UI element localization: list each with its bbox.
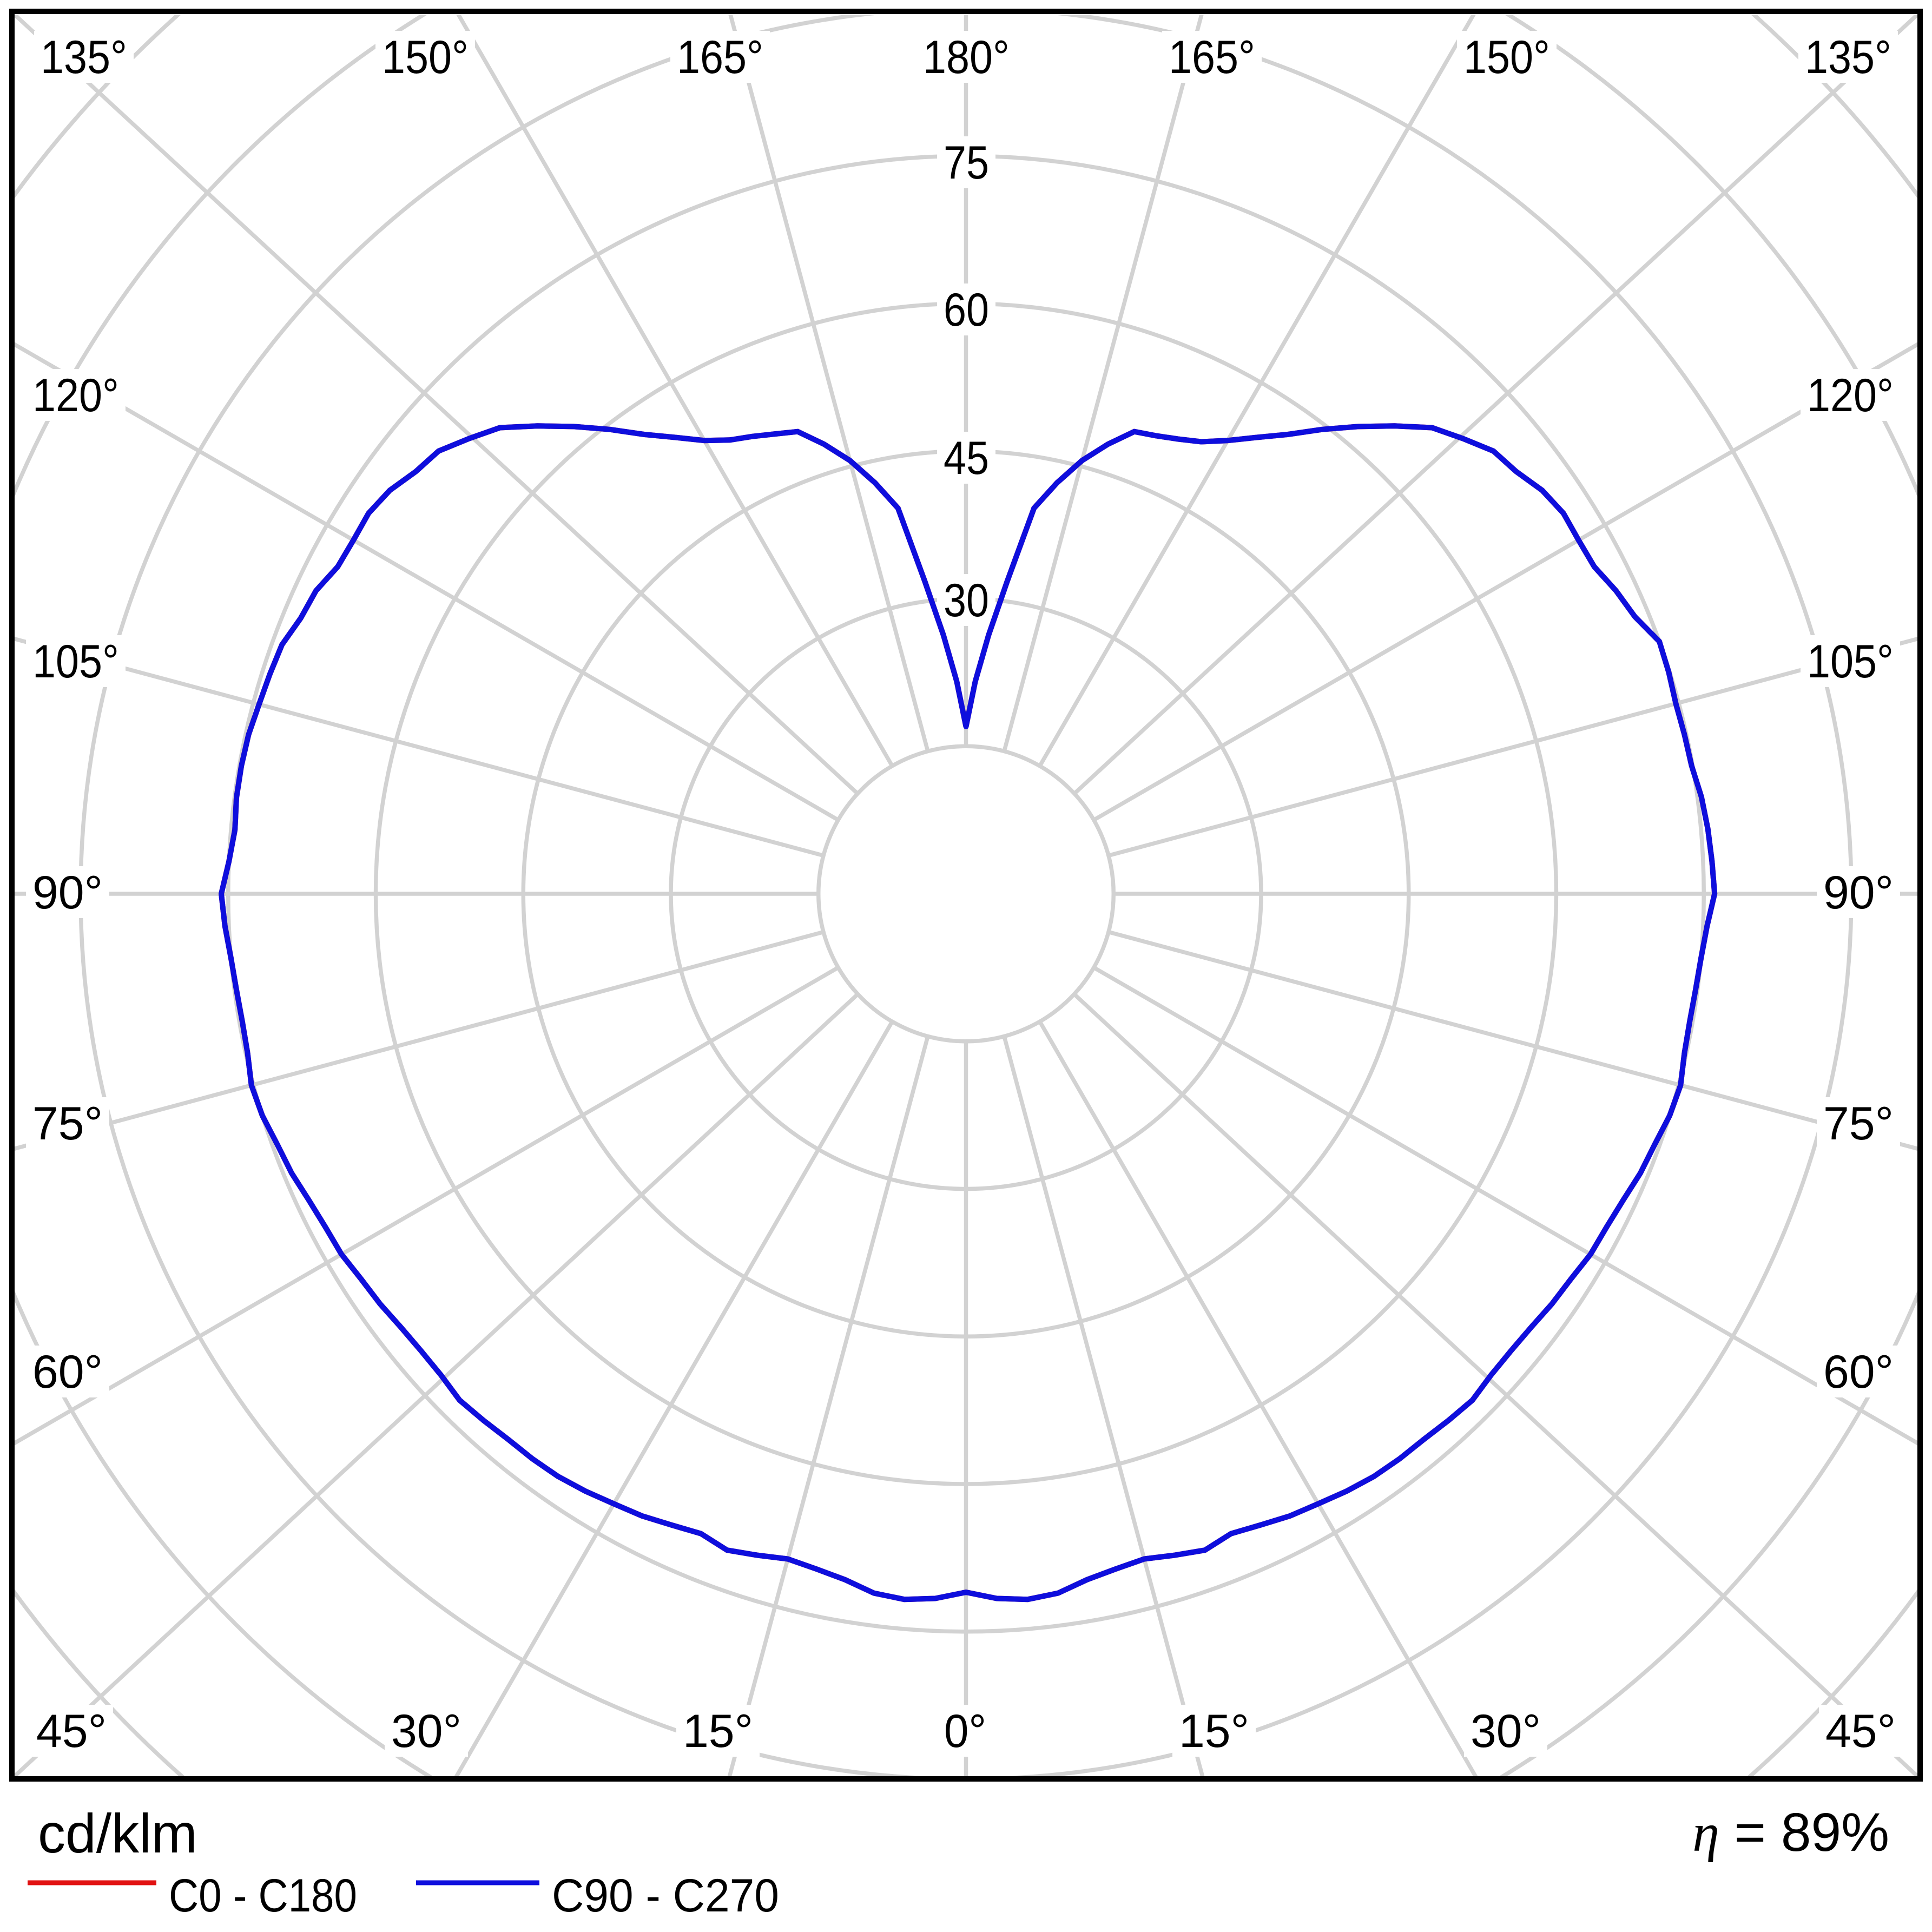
svg-text:90°: 90° <box>32 867 103 919</box>
svg-text:15°: 15° <box>1179 1705 1249 1757</box>
svg-text:105°: 105° <box>1807 636 1894 688</box>
svg-text:90°: 90° <box>1823 867 1894 919</box>
svg-text:C0 - C180: C0 - C180 <box>169 1870 357 1922</box>
svg-text:150°: 150° <box>382 31 469 83</box>
svg-text:60: 60 <box>944 284 989 336</box>
svg-text:165°: 165° <box>677 31 763 83</box>
svg-text:60°: 60° <box>1823 1346 1894 1398</box>
svg-text:30°: 30° <box>391 1705 461 1757</box>
svg-text:135°: 135° <box>41 31 127 83</box>
svg-text:45: 45 <box>944 432 989 484</box>
svg-text:30: 30 <box>944 575 989 627</box>
svg-text:75: 75 <box>944 137 989 189</box>
svg-text:180°: 180° <box>923 31 1010 83</box>
svg-text:165°: 165° <box>1169 31 1255 83</box>
svg-text:150°: 150° <box>1463 31 1550 83</box>
svg-text:cd/klm: cd/klm <box>38 1803 197 1864</box>
svg-text:75°: 75° <box>1823 1098 1894 1150</box>
svg-text:120°: 120° <box>1807 370 1894 421</box>
svg-text:C90 - C270: C90 - C270 <box>552 1870 779 1922</box>
svg-text:15°: 15° <box>683 1705 753 1757</box>
svg-text:30°: 30° <box>1471 1705 1541 1757</box>
svg-text:0°: 0° <box>944 1705 986 1757</box>
svg-text:60°: 60° <box>32 1346 103 1398</box>
svg-text:75°: 75° <box>32 1098 103 1150</box>
svg-text:45°: 45° <box>1825 1705 1896 1757</box>
svg-text:135°: 135° <box>1805 31 1891 83</box>
svg-text:120°: 120° <box>32 370 119 421</box>
svg-text:η = 89%: η = 89% <box>1692 1802 1889 1863</box>
svg-text:105°: 105° <box>32 636 119 688</box>
svg-text:45°: 45° <box>36 1705 107 1757</box>
